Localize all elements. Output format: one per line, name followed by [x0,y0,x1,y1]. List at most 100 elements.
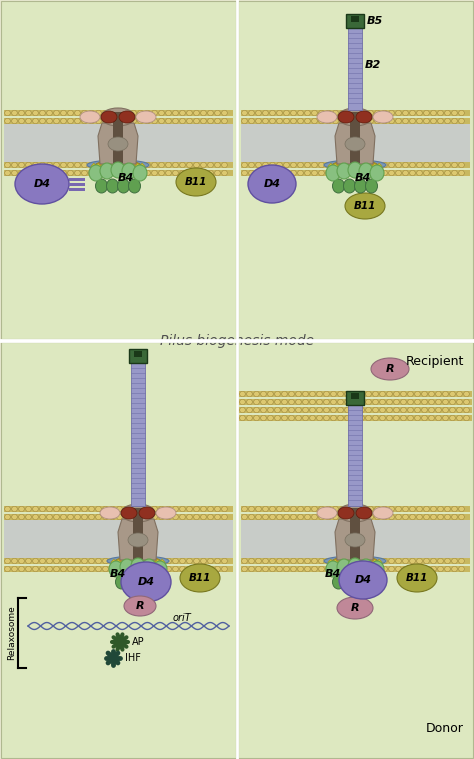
Circle shape [5,558,10,564]
Circle shape [403,118,408,124]
Ellipse shape [114,556,162,570]
Ellipse shape [356,111,372,123]
Circle shape [75,110,80,116]
Circle shape [375,162,380,168]
Circle shape [240,399,246,405]
Text: B11: B11 [406,573,428,583]
Circle shape [240,407,246,413]
Bar [4,110,233,116]
Circle shape [284,110,289,116]
Circle shape [333,506,338,512]
Ellipse shape [365,179,377,193]
Circle shape [61,514,66,520]
Text: B11: B11 [354,201,376,211]
Circle shape [263,110,268,116]
Circle shape [333,566,338,572]
Circle shape [291,162,296,168]
Circle shape [109,110,115,116]
Circle shape [324,415,329,420]
Circle shape [459,506,465,512]
Circle shape [159,506,164,512]
Circle shape [180,170,185,176]
Circle shape [103,558,108,564]
Text: B11: B11 [185,177,207,187]
Circle shape [117,118,122,124]
Circle shape [410,558,415,564]
Text: oriT: oriT [173,613,192,623]
Circle shape [380,415,385,420]
Polygon shape [372,163,382,172]
Circle shape [61,110,66,116]
Circle shape [47,162,52,168]
Circle shape [298,506,303,512]
Ellipse shape [337,559,351,575]
Circle shape [180,110,185,116]
Ellipse shape [371,358,409,380]
Circle shape [408,399,413,405]
Circle shape [103,118,108,124]
Bar [346,391,364,405]
Circle shape [68,162,73,168]
Circle shape [173,558,178,564]
Ellipse shape [370,165,384,181]
Circle shape [340,162,345,168]
Circle shape [459,118,465,124]
Ellipse shape [80,111,100,123]
Circle shape [159,566,164,572]
Bar [4,170,233,176]
Ellipse shape [332,179,345,193]
Circle shape [345,399,350,405]
Polygon shape [118,519,158,560]
Text: B2: B2 [365,60,381,70]
Ellipse shape [344,179,356,193]
Circle shape [424,566,429,572]
Circle shape [403,514,408,520]
Circle shape [124,162,129,168]
Circle shape [47,558,52,564]
Circle shape [375,170,380,176]
Circle shape [389,566,394,572]
Circle shape [428,415,434,420]
Bar [241,566,470,572]
Circle shape [187,170,192,176]
Circle shape [255,558,261,564]
Circle shape [289,415,294,420]
Circle shape [326,558,331,564]
Circle shape [417,118,422,124]
Circle shape [54,170,59,176]
Ellipse shape [111,162,125,178]
Circle shape [319,558,324,564]
Circle shape [410,506,415,512]
Circle shape [138,170,143,176]
Ellipse shape [87,160,149,170]
Circle shape [408,391,413,397]
Bar [350,112,360,168]
Text: B4: B4 [110,569,126,579]
Circle shape [410,514,415,520]
Circle shape [452,162,457,168]
Circle shape [138,514,143,520]
Circle shape [103,514,108,520]
Circle shape [54,566,59,572]
Circle shape [464,415,469,420]
Circle shape [354,558,359,564]
Circle shape [305,118,310,124]
Circle shape [12,170,17,176]
Ellipse shape [344,575,356,589]
Ellipse shape [100,163,114,179]
Text: B4: B4 [118,173,134,183]
Ellipse shape [95,179,108,193]
Circle shape [263,558,268,564]
Circle shape [291,558,296,564]
Ellipse shape [15,164,69,204]
Circle shape [417,566,422,572]
Circle shape [40,566,46,572]
Circle shape [261,415,266,420]
Circle shape [352,407,357,413]
Text: D4: D4 [137,577,155,587]
Circle shape [319,506,324,512]
Circle shape [331,391,336,397]
Circle shape [201,566,206,572]
Circle shape [424,558,429,564]
Circle shape [201,162,206,168]
